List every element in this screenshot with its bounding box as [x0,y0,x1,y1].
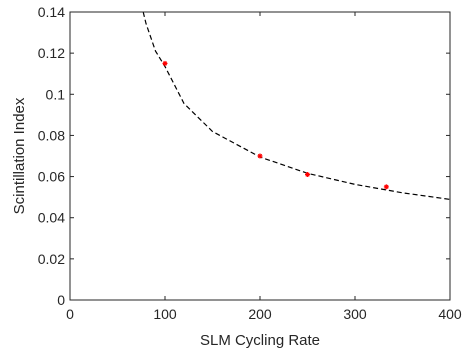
data-point-stroke [257,153,263,159]
y-axis-label: Scintillation Index [11,97,28,214]
data-point-stroke [162,61,168,66]
y-axis: 0 0.02 0.04 0.06 0.08 0.1 0.12 0.14 [38,4,450,308]
x-axis-label: SLM Cycling Rate [200,332,320,349]
x-tick-label: 400 [438,306,462,322]
data-point [383,184,389,190]
y-tick-label: 0.04 [38,210,65,226]
x-tick-label: 200 [248,306,272,322]
y-tick-label: 0.14 [38,4,65,20]
data-points-layer [162,60,389,190]
data-point [162,60,168,66]
x-tick-label: 100 [153,306,177,322]
y-tick-label: 0 [57,292,65,308]
data-point-stroke [305,172,310,177]
data-point [257,153,263,159]
y-tick-label: 0.02 [38,251,65,267]
y-tick-label: 0.08 [38,127,65,143]
data-point-stroke [384,184,389,190]
fit-curve [142,11,451,200]
y-tick-label: 0.1 [46,86,66,102]
x-axis: 0 100 200 300 400 [66,12,462,322]
y-tick-label: 0.06 [38,169,65,185]
y-tick-label: 0.12 [38,45,65,61]
x-tick-label: 300 [343,306,367,322]
data-point [305,172,310,178]
fit-curve-layer [142,11,451,200]
x-tick-label: 0 [66,306,74,322]
